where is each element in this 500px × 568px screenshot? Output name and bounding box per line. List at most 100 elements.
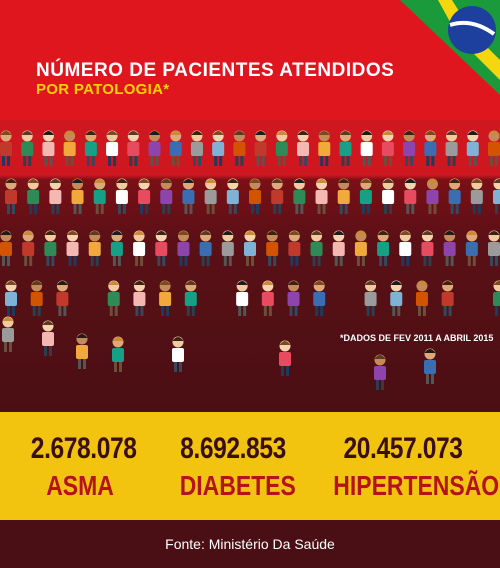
person-icon [404, 178, 417, 214]
person-icon [421, 230, 434, 266]
person-icon [297, 130, 310, 166]
person-icon [249, 178, 261, 214]
header-band [0, 0, 500, 120]
person-icon [354, 230, 367, 266]
person-icon [22, 230, 35, 266]
person-icon [138, 178, 151, 214]
person-icon [254, 130, 267, 166]
person-icon [44, 230, 57, 266]
person-icon [5, 280, 17, 316]
person-icon [106, 130, 119, 166]
person-icon [364, 280, 377, 316]
person-icon [233, 130, 246, 166]
person-icon [493, 178, 500, 214]
stat-asma: 2.678.078 ASMA [20, 432, 140, 502]
person-icon [155, 230, 168, 266]
person-icon [381, 130, 394, 166]
person-icon [112, 336, 124, 372]
person-icon [332, 230, 345, 266]
person-icon [287, 280, 300, 316]
person-icon [21, 130, 34, 166]
person-icon [2, 316, 14, 352]
date-range-note: *DADOS DE FEV 2011 A ABRIL 2015 [340, 333, 494, 343]
person-icon [337, 178, 350, 214]
source-note: Fonte: Ministério Da Saúde [165, 536, 335, 552]
person-icon [360, 130, 373, 166]
person-icon [221, 230, 234, 266]
person-icon [382, 178, 395, 214]
person-icon [424, 130, 437, 166]
person-icon [493, 280, 500, 316]
person-icon [42, 130, 55, 166]
people-illustration [0, 130, 500, 390]
person-icon [293, 178, 306, 214]
person-icon [159, 280, 172, 316]
person-icon [359, 178, 372, 214]
brazil-flag-icon [400, 0, 500, 95]
person-icon [88, 230, 101, 266]
person-icon [169, 130, 182, 166]
person-icon [30, 280, 43, 316]
person-icon [110, 230, 123, 266]
stat-value: 2.678.078 [30, 432, 137, 465]
person-icon [310, 230, 323, 266]
person-icon [339, 130, 352, 166]
person-icon [288, 230, 301, 266]
person-icon [236, 280, 249, 316]
person-icon [177, 230, 190, 266]
person-icon [443, 230, 456, 266]
person-icon [313, 280, 326, 316]
person-icon [465, 230, 478, 266]
person-icon [160, 178, 173, 214]
person-icon [441, 280, 454, 316]
person-icon [56, 280, 69, 316]
person-icon [76, 333, 88, 369]
person-icon [115, 178, 128, 214]
person-icon [226, 178, 239, 214]
person-icon [377, 230, 390, 266]
person-icon [93, 178, 106, 214]
person-icon [63, 130, 76, 166]
person-icon [148, 130, 161, 166]
person-icon [399, 230, 412, 266]
person-icon [133, 230, 146, 266]
stat-label: HIPERTENSÃO [333, 470, 500, 501]
person-icon [204, 178, 217, 214]
person-icon [107, 280, 120, 316]
person-icon [27, 178, 40, 214]
person-icon [190, 130, 203, 166]
person-icon [133, 280, 146, 316]
person-icon [184, 280, 197, 316]
person-icon [445, 130, 458, 166]
person-icon [403, 130, 416, 166]
person-icon [470, 178, 483, 214]
person-icon [415, 280, 428, 316]
person-icon [448, 178, 461, 214]
person-icon [271, 178, 284, 214]
footer: Fonte: Ministério Da Saúde [0, 520, 500, 568]
person-icon [199, 230, 212, 266]
stat-value: 20.457.073 [343, 432, 463, 465]
stat-label: DIABETES [179, 470, 296, 501]
person-icon [127, 130, 140, 166]
person-icon [212, 130, 225, 166]
person-icon [424, 348, 436, 384]
person-icon [49, 178, 62, 214]
person-icon [172, 336, 184, 372]
person-icon [182, 178, 195, 214]
person-icon [279, 340, 291, 376]
person-icon [0, 130, 12, 166]
person-icon [0, 230, 12, 266]
person-icon [275, 130, 288, 166]
person-icon [71, 178, 84, 214]
stats-band: 2.678.078 ASMA 8.692.853 DIABETES 20.457… [0, 412, 500, 520]
person-icon [318, 130, 331, 166]
person-icon [261, 280, 274, 316]
page-title: NÚMERO DE PACIENTES ATENDIDOS [36, 60, 395, 81]
stat-diabetes: 8.692.853 DIABETES [168, 432, 298, 502]
stat-hipertensao: 20.457.073 HIPERTENSÃO [318, 432, 500, 502]
person-icon [426, 178, 439, 214]
person-icon [390, 280, 403, 316]
stat-value: 8.692.853 [180, 432, 286, 465]
